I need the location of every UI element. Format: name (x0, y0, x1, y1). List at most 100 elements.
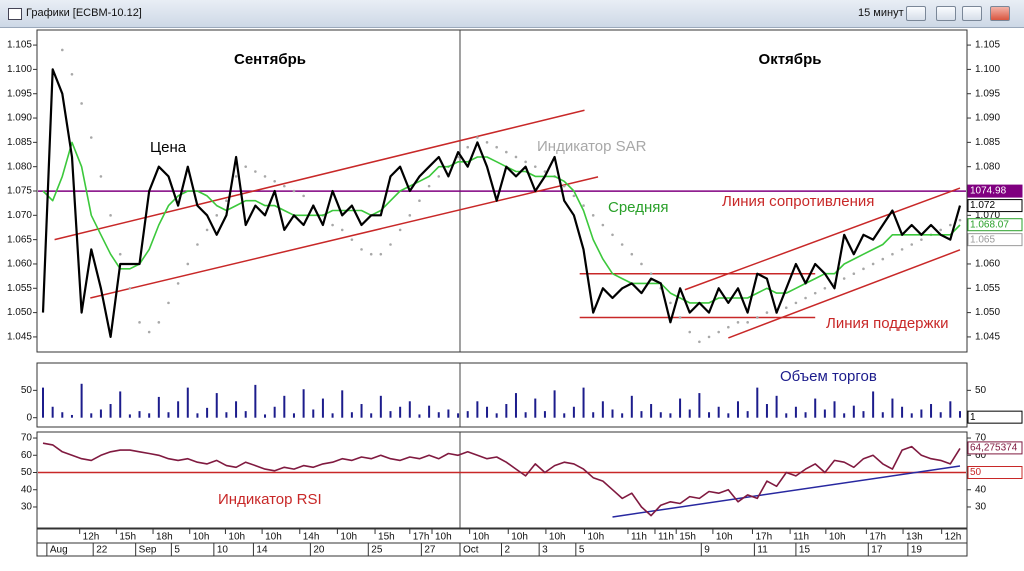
x-tick-label: 10h (829, 532, 846, 543)
volume-bar (264, 414, 267, 418)
volume-bar (486, 406, 489, 418)
x-tick-label: 10h (340, 532, 357, 543)
volume-bar (70, 414, 73, 418)
sar-dot (70, 72, 74, 76)
x-tick-label: 10h (473, 532, 490, 543)
volume-bar (765, 404, 768, 418)
sar-dot (871, 262, 875, 266)
annotation: Индикатор RSI (218, 491, 322, 508)
volume-bar (321, 398, 324, 418)
volume-bar (99, 409, 102, 418)
date-label: 2 (505, 545, 511, 556)
x-tick-label: 15h (679, 532, 696, 543)
x-tick-label: 10h (228, 532, 245, 543)
sar-dot (80, 102, 83, 105)
level-badge-label: 50 (970, 467, 982, 478)
x-tick-label: 14h (303, 532, 320, 543)
volume-bar (457, 413, 460, 418)
sar-dot (949, 223, 952, 227)
volume-bar (379, 395, 382, 418)
x-tick-label: 12h (83, 532, 100, 543)
y-tick-label-right: 1.045 (975, 332, 1000, 343)
sar-dot (823, 286, 827, 290)
volume-bar (389, 411, 392, 418)
date-label: 17 (871, 545, 883, 556)
sar-dot (331, 223, 334, 227)
y-tick-label-right: 1.085 (975, 137, 1000, 148)
sar-dot (804, 296, 807, 300)
trend-line (728, 249, 961, 339)
volume-bar (872, 391, 875, 418)
title-bar: Графики [ECBM-10.12] 15 минут (0, 0, 1024, 28)
date-label: 3 (542, 545, 548, 556)
y-tick-label: 1.090 (7, 113, 32, 124)
maximize-button[interactable] (962, 6, 982, 21)
value-badge (967, 441, 1023, 455)
sar-dot (813, 291, 817, 295)
volume-bar (273, 406, 276, 418)
sar-dot (61, 48, 64, 52)
volume-bar (292, 413, 295, 418)
sar-dot (514, 155, 518, 159)
date-label: Sep (139, 545, 157, 556)
y-tick-label-right: 1.060 (975, 259, 1000, 270)
sar-dot (157, 321, 161, 324)
sar-dot (524, 160, 527, 164)
sar-dot (99, 175, 103, 178)
timeframe[interactable]: 15 минут (858, 7, 904, 19)
volume-bar (881, 412, 884, 418)
sar-dot (205, 228, 209, 232)
volume-bar (601, 401, 604, 418)
trend-line (612, 465, 961, 518)
date-label: 19 (911, 545, 923, 556)
volume-bar (505, 404, 508, 418)
volume-bar (408, 401, 411, 418)
y-tick-label: 1.080 (7, 161, 32, 172)
sar-dot (302, 194, 305, 198)
sar-dot (620, 243, 624, 246)
x-tick-label: 11h (658, 532, 674, 543)
volume-bar (650, 404, 653, 418)
sar-dot (118, 252, 122, 256)
close-button[interactable] (990, 6, 1010, 21)
date-label: 15 (799, 545, 811, 556)
date-label: 25 (371, 545, 383, 556)
y-tick-label-right: 1.055 (975, 283, 1000, 294)
x-tick-label: 10h (265, 532, 282, 543)
volume-bar (746, 411, 749, 418)
volume-bar (930, 404, 933, 418)
x-tick-label: 10h (716, 532, 733, 543)
volume-bar (534, 398, 537, 418)
x-tick-label: 15h (119, 532, 136, 543)
annotation: Средняя (608, 199, 668, 216)
sar-dot (707, 335, 711, 339)
sar-dot (176, 282, 180, 285)
volume-bar (621, 413, 624, 418)
sar-dot (862, 267, 865, 271)
minimize-button[interactable] (936, 6, 956, 21)
volume-bar (418, 414, 421, 418)
volume-bar (350, 412, 353, 418)
y-tick-label: 0 (26, 412, 32, 423)
anchor-button[interactable] (906, 6, 926, 21)
sar-dot (601, 223, 605, 227)
y-tick-label-right: 1.105 (975, 40, 1000, 51)
y-tick-label-right: 1.050 (975, 307, 1000, 318)
sar-dot (688, 330, 692, 334)
volume-bar (215, 393, 218, 418)
volume-bar (640, 411, 643, 418)
value-badge-label: 1.072 (970, 200, 995, 211)
volume-bar (843, 413, 846, 418)
value-badge (967, 199, 1023, 213)
sar-dot (437, 175, 441, 178)
volume-bar (399, 406, 402, 418)
date-label: 5 (174, 545, 180, 556)
y-tick-label: 1.095 (7, 88, 32, 99)
window-icon (8, 8, 22, 20)
y-tick-label: 60 (21, 450, 33, 461)
y-tick-label: 1.045 (7, 332, 32, 343)
volume-bar (688, 409, 691, 418)
x-tick-label: 15h (378, 532, 395, 543)
volume-bar (167, 412, 170, 418)
y-tick-label: 1.060 (7, 259, 32, 270)
